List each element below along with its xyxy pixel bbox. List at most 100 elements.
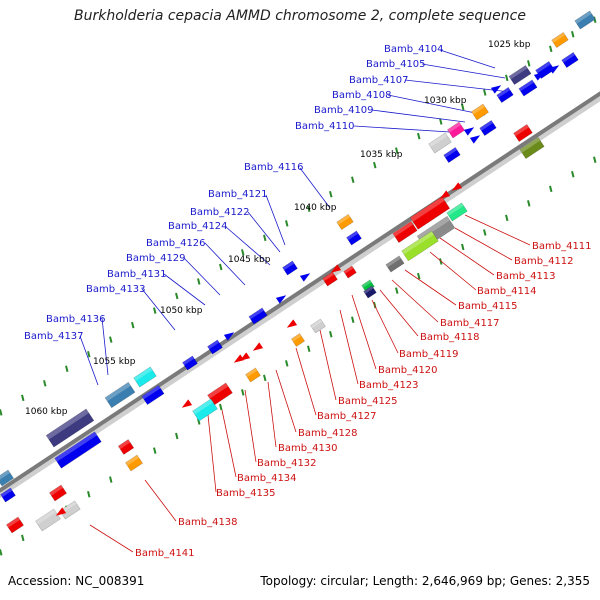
outer-tick-reverse <box>439 258 443 265</box>
forward-gene-11 <box>443 147 461 163</box>
reverse-gene-2-body <box>409 196 451 230</box>
reverse-gene-17-body <box>117 439 135 455</box>
gene-label-bamb-4111: Bamb_4111 <box>532 241 592 252</box>
forward-leader-3 <box>387 94 486 116</box>
gene-label-bamb-4115: Bamb_4115 <box>458 301 518 312</box>
forward-gene-20-shine <box>141 385 161 400</box>
forward-arrow-1-head <box>533 72 545 81</box>
reverse-gene-7-shine <box>385 255 401 268</box>
scale-label-1050: 1050 kbp <box>160 306 203 316</box>
gene-label-bamb-4112: Bamb_4112 <box>514 256 574 267</box>
reverse-gene-16 <box>192 398 218 422</box>
gene-label-bamb-4137: Bamb_4137 <box>24 331 84 342</box>
forward-gene-1-shine <box>551 32 566 43</box>
outer-tick-forward <box>65 365 69 373</box>
reverse-gene-3-shine <box>446 202 464 216</box>
gene-label-bamb-4127: Bamb_4127 <box>317 411 377 422</box>
forward-gene-10 <box>428 132 452 154</box>
gene-label-bamb-4134: Bamb_4134 <box>237 473 297 484</box>
forward-arrow-5-head <box>299 273 311 282</box>
forward-gene-7-body <box>471 103 489 121</box>
outer-tick-forward <box>351 176 355 183</box>
forward-gene-0 <box>574 10 596 30</box>
reverse-leader-16 <box>207 414 217 493</box>
forward-leader-4 <box>371 109 466 123</box>
gene-label-bamb-4105: Bamb_4105 <box>366 59 426 70</box>
reverse-gene-14-shine <box>245 367 258 378</box>
reverse-leader-17 <box>144 479 177 522</box>
scale-label-1040: 1040 kbp <box>294 203 337 213</box>
outer-tick-forward <box>153 307 157 314</box>
forward-gene-11-shine <box>443 147 458 158</box>
reverse-gene-4-shine <box>392 221 414 237</box>
outer-tick-reverse <box>329 331 333 338</box>
reverse-gene-13-shine <box>291 333 302 342</box>
reverse-leader-18 <box>89 524 134 553</box>
reverse-arrow-4-head <box>252 342 264 351</box>
reverse-gene-15-shine <box>207 382 229 399</box>
forward-gene-7-shine <box>471 103 486 115</box>
reverse-gene-22-body <box>6 516 24 534</box>
gene-label-bamb-4136: Bamb_4136 <box>46 314 106 325</box>
reverse-arrow-3-head <box>286 319 298 328</box>
forward-arrow-1 <box>533 72 545 81</box>
outer-tick-reverse <box>263 374 267 382</box>
gene-label-bamb-4122: Bamb_4122 <box>190 207 250 218</box>
gene-label-bamb-4113: Bamb_4113 <box>496 271 556 282</box>
gene-label-bamb-4126: Bamb_4126 <box>146 238 206 249</box>
reverse-arrow-0 <box>451 182 463 191</box>
outer-tick-forward <box>395 147 399 154</box>
forward-leader-14 <box>101 317 109 376</box>
forward-leader-7 <box>265 194 286 246</box>
outer-tick-forward <box>241 249 245 256</box>
reverse-gene-0-shine <box>513 124 529 137</box>
forward-gene-16-shine <box>207 339 220 350</box>
backbone-shadow <box>0 91 600 499</box>
forward-gene-11-body <box>443 147 461 163</box>
forward-gene-24 <box>0 487 16 503</box>
forward-gene-5 <box>518 79 538 97</box>
reverse-gene-19 <box>49 484 67 502</box>
forward-gene-17-body <box>182 355 198 371</box>
reverse-arrow-2-head <box>330 264 342 273</box>
outer-tick-reverse <box>219 403 223 411</box>
gene-label-bamb-4110: Bamb_4110 <box>295 121 355 132</box>
reverse-leader-8 <box>351 294 377 370</box>
gene-label-bamb-4117: Bamb_4117 <box>440 318 500 329</box>
forward-gene-13-body <box>346 230 362 246</box>
forward-gene-6 <box>496 87 514 103</box>
forward-gene-15-body <box>248 307 268 325</box>
reverse-arrow-1 <box>439 190 451 199</box>
forward-gene-0-body <box>574 10 596 30</box>
outer-tick-reverse <box>153 447 157 454</box>
forward-leader-11 <box>183 257 221 296</box>
reverse-leader-5 <box>391 279 439 323</box>
forward-gene-14-shine <box>282 260 295 271</box>
reverse-leader-13 <box>267 381 277 448</box>
outer-tick-forward <box>307 205 311 213</box>
forward-gene-8-shine <box>479 120 494 131</box>
gene-label-bamb-4138: Bamb_4138 <box>178 517 238 528</box>
gene-label-bamb-4130: Bamb_4130 <box>278 443 338 454</box>
reverse-gene-19-body <box>49 484 67 502</box>
forward-gene-23-body <box>0 469 14 487</box>
reverse-gene-6-shine <box>401 231 435 255</box>
reverse-leader-14 <box>244 389 257 463</box>
reverse-gene-14 <box>245 367 261 383</box>
reverse-gene-18 <box>125 454 143 472</box>
topology-text: Topology: circular; Length: 2,646,969 bp… <box>260 574 590 588</box>
forward-gene-18-body <box>133 366 157 388</box>
forward-gene-10-shine <box>428 132 448 148</box>
outer-tick-forward <box>505 74 509 82</box>
forward-gene-15-shine <box>248 307 264 320</box>
gene-label-bamb-4109: Bamb_4109 <box>314 105 374 116</box>
outer-tick-reverse <box>285 360 289 367</box>
outer-tick-forward <box>439 118 443 125</box>
gene-features <box>0 10 596 534</box>
forward-leader-10 <box>204 242 246 286</box>
forward-leader-0 <box>439 49 496 69</box>
forward-gene-14-body <box>282 260 298 276</box>
forward-leader-15 <box>79 335 99 386</box>
forward-gene-6-shine <box>496 87 511 98</box>
reverse-gene-3-body <box>446 202 468 222</box>
